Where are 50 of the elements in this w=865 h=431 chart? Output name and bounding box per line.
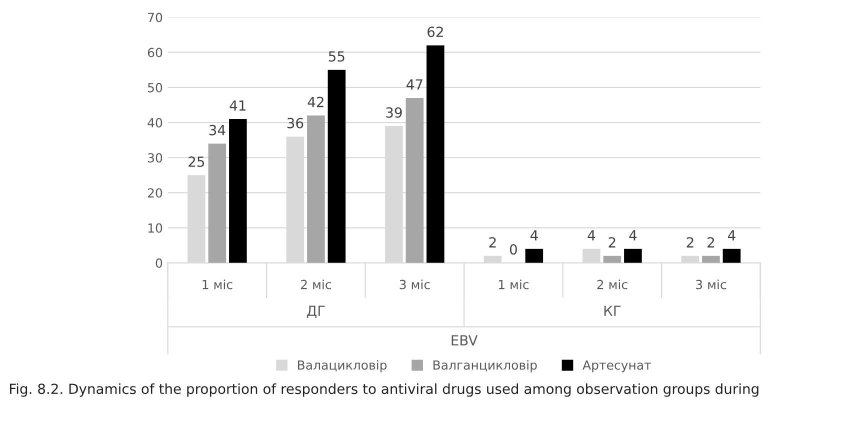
legend-label: Валацикловір bbox=[298, 360, 387, 372]
x-tick-label: 3 міс bbox=[400, 280, 430, 290]
data-label: 62 bbox=[428, 26, 443, 38]
bar bbox=[603, 256, 622, 263]
data-label: 4 bbox=[728, 230, 736, 240]
bar bbox=[624, 248, 642, 263]
bar bbox=[328, 70, 346, 263]
bar bbox=[406, 98, 424, 263]
data-label: 4 bbox=[629, 230, 637, 240]
y-tick-label: 50 bbox=[148, 82, 162, 92]
bar bbox=[229, 119, 247, 263]
data-label: 25 bbox=[188, 156, 204, 167]
y-tick-label: 30 bbox=[148, 153, 162, 163]
y-tick-label: 10 bbox=[148, 223, 162, 233]
text: EBV bbox=[452, 335, 478, 346]
x-tick-label: 3 міс bbox=[696, 280, 726, 290]
y-tick-label: 0 bbox=[156, 258, 162, 268]
data-label: 34 bbox=[209, 124, 226, 136]
x-tick-label: 2 міс bbox=[301, 280, 332, 290]
data-label: 39 bbox=[386, 107, 402, 118]
bar bbox=[525, 248, 544, 263]
bar bbox=[208, 144, 226, 263]
bar bbox=[722, 248, 741, 263]
data-label: 55 bbox=[328, 51, 344, 62]
bar bbox=[702, 256, 720, 263]
bar bbox=[426, 45, 444, 263]
data-label: 2 bbox=[608, 237, 616, 248]
x-tick-label: 2 міс bbox=[597, 280, 628, 290]
data-label: 36 bbox=[287, 118, 304, 128]
y-tick-label: 60 bbox=[148, 48, 162, 58]
data-label: 4 bbox=[530, 230, 538, 240]
text: КГ bbox=[604, 306, 621, 316]
x-tick-label: 1 міс bbox=[498, 280, 529, 290]
legend-label: Валганцикловір bbox=[434, 360, 537, 372]
x-tick-label: 1 міс bbox=[202, 280, 232, 290]
text: ДГ bbox=[306, 306, 325, 318]
legend-label: Артесунат bbox=[582, 360, 651, 372]
y-tick-label: 70 bbox=[148, 12, 162, 22]
y-tick-label: 40 bbox=[148, 118, 162, 128]
bar bbox=[307, 116, 325, 263]
data-label: 47 bbox=[406, 79, 422, 90]
data-label: 41 bbox=[230, 100, 246, 111]
caption: Fig. 8.2. Dynamics of the proportion of responders to antiviral drugs used among observation groups during bbox=[10, 383, 758, 397]
data-label: 0 bbox=[510, 244, 517, 255]
y-tick-label: 20 bbox=[148, 188, 162, 198]
data-label: 2 bbox=[708, 237, 714, 248]
data-label: 2 bbox=[489, 237, 496, 248]
data-label: 42 bbox=[308, 96, 324, 108]
data-label: 4 bbox=[588, 230, 596, 240]
data-label: 2 bbox=[686, 237, 694, 248]
